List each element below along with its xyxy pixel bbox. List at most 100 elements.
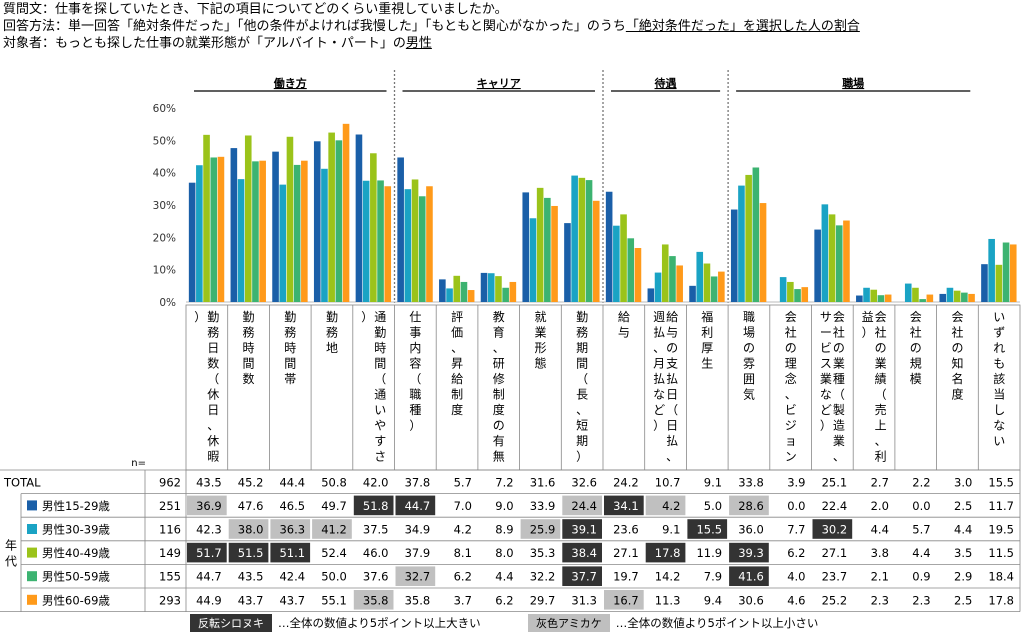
table-value: 2.2 (912, 475, 930, 489)
table-value: 4.2 (662, 499, 680, 513)
table-value: 24.2 (613, 475, 639, 489)
highlight-below-cell (353, 590, 394, 610)
bar (884, 294, 892, 302)
category-label: いずれも該当しない (993, 310, 1005, 448)
table-value: 37.5 (363, 523, 389, 537)
table-value: 37.6 (363, 570, 389, 584)
category-label: 仕事内容（職種） (409, 310, 421, 433)
highlight-below-cell (562, 495, 602, 516)
bar-chart-with-table: 働き方 キャリア 待遇 職場 0% 10% 20% 30% 40% 50% 60% 勤務日数（休日、休… (0, 70, 1021, 612)
highlight-below-cell (520, 519, 561, 539)
bar (779, 277, 787, 302)
table-value: 43.5 (196, 475, 222, 489)
table-value: 4.4 (954, 523, 972, 537)
series-label: 男性50-59歳 (42, 570, 110, 584)
category-label: 就業形態 (534, 310, 546, 371)
bar (661, 244, 669, 302)
y-tick-label: 50% (153, 135, 176, 147)
table-value: 18.4 (988, 570, 1014, 584)
bar (426, 186, 433, 302)
series-label: 男性30-39歳 (42, 523, 110, 537)
table-value: 19.7 (613, 570, 639, 584)
legend-swatch (27, 524, 37, 534)
table-value: 17.8 (655, 546, 681, 560)
bar (718, 271, 725, 302)
table-value: 44.9 (196, 593, 222, 607)
bar (301, 160, 308, 302)
category-label: 通勤時間（通いやすさ） (361, 310, 386, 464)
bar (654, 272, 662, 302)
bar (634, 248, 642, 302)
table-value: 8.0 (495, 546, 513, 560)
table-value: 38.4 (571, 546, 597, 560)
highlight-above-cell (562, 519, 602, 539)
bar (544, 197, 551, 302)
highlight-below-cell (604, 590, 644, 610)
bar (293, 164, 301, 302)
category-label: 勤務日数（休日、休暇） (194, 310, 219, 464)
highlight-above-cell (395, 495, 436, 516)
table-value: 46.0 (363, 546, 389, 560)
highlight-above-cell (270, 542, 311, 563)
table-value: 35.8 (363, 593, 389, 607)
table-value: 5.0 (704, 499, 722, 513)
highlight-below-cell (270, 519, 311, 539)
table-value: 49.7 (321, 499, 347, 513)
bar (689, 285, 696, 302)
table-value: 4.6 (787, 593, 805, 607)
bar (404, 189, 412, 302)
table-value: 15.5 (696, 523, 722, 537)
bar (460, 281, 468, 302)
highlight-above-cell (687, 519, 728, 539)
table-value: 36.0 (738, 523, 764, 537)
table-value: 3.9 (787, 475, 805, 489)
bar (286, 136, 294, 302)
bar (439, 279, 446, 302)
group-header-label: 職場 (842, 76, 864, 90)
bar (411, 179, 419, 302)
table-value: 43.7 (238, 593, 264, 607)
group-header-label: 働き方 (273, 76, 307, 90)
highlight-above-cell (604, 495, 644, 516)
table-value: 25.2 (822, 593, 848, 607)
bar (835, 225, 843, 302)
table-value: 25.1 (822, 475, 848, 489)
table-value: 27.1 (613, 546, 639, 560)
table-value: 31.3 (571, 593, 597, 607)
table-value: 42.3 (196, 523, 222, 537)
bar (752, 167, 760, 302)
highlight-below-cell (187, 495, 227, 516)
highlight-above-cell (228, 542, 269, 563)
bar (446, 288, 453, 302)
category-label: 勤務時間帯 (284, 310, 296, 386)
table-value: 34.9 (405, 523, 431, 537)
table-value: 46.5 (279, 499, 305, 513)
bar (738, 185, 745, 302)
bar (272, 151, 279, 302)
category-label: 会社の知名度 (951, 310, 963, 402)
table-value: 4.4 (495, 570, 513, 584)
table-value: 9.1 (704, 475, 722, 489)
series-label: 男性60-69歳 (42, 593, 110, 607)
table-value: 43.5 (238, 570, 264, 584)
bar (252, 161, 259, 302)
bar (509, 281, 517, 302)
table-value: 50.8 (321, 475, 347, 489)
target-text: 対象者：もっとも探した仕事の就業形態が「アルバイト・パート」の男性 (3, 36, 432, 51)
table-value: 8.1 (454, 546, 472, 560)
table-value: 35.3 (530, 546, 556, 560)
bar (904, 283, 912, 302)
table-value: 4.0 (787, 570, 805, 584)
bar (210, 157, 218, 302)
table-value: 51.7 (196, 546, 222, 560)
table-value: 2.9 (954, 570, 972, 584)
table-value: 36.3 (279, 523, 305, 537)
table-value: 33.9 (530, 499, 556, 513)
bar (480, 272, 488, 302)
highlight-above-cell (812, 519, 853, 539)
y-tick-label: 30% (153, 200, 176, 212)
n-value: 251 (159, 499, 181, 513)
highlight-below-cell (729, 495, 769, 516)
bar (313, 141, 321, 302)
bar (710, 276, 718, 302)
